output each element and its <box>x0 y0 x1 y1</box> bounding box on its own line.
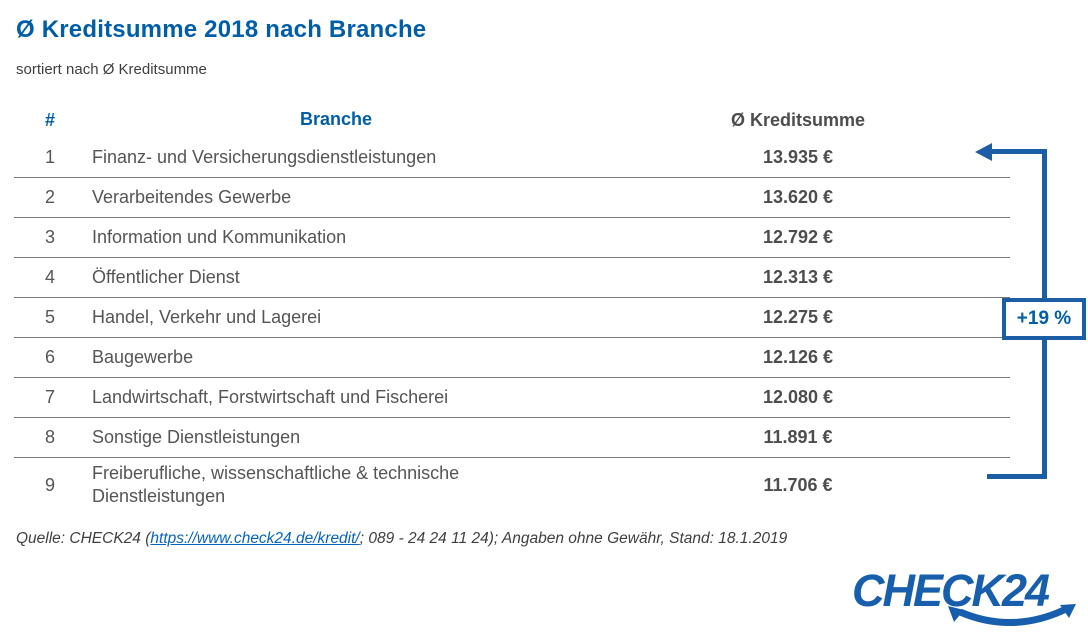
header-amount: Ø Kreditsumme <box>730 109 866 130</box>
row-amount: 12.080 € <box>762 387 834 407</box>
check24-logo-text: CHECK24 <box>852 565 1050 616</box>
page-title: Ø Kreditsumme 2018 nach Branche <box>16 16 427 43</box>
row-rank: 4 <box>44 267 55 287</box>
row-branch: Finanz- und Versicherungsdienstleistunge… <box>92 146 437 167</box>
source-suffix: ; 089 - 24 24 11 24); Angaben ohne Gewäh… <box>359 530 788 547</box>
row-amount: 12.126 € <box>762 347 834 367</box>
table-row: 3 Information und Kommunikation 12.792 € <box>14 218 1010 258</box>
source-prefix: Quelle: CHECK24 ( <box>16 530 151 547</box>
row-amount: 11.706 € <box>763 474 833 495</box>
table-row: 8 Sonstige Dienstleistungen 11.891 € <box>14 418 1010 458</box>
row-rank: 9 <box>44 474 55 495</box>
row-rank: 5 <box>44 307 55 327</box>
table-row: 2 Verarbeitendes Gewerbe 13.620 € <box>14 178 1010 218</box>
row-amount: 11.891 € <box>763 427 833 447</box>
row-amount: 13.620 € <box>762 187 834 207</box>
row-branch: Handel, Verkehr und Lagerei <box>92 306 322 327</box>
table-row: 5 Handel, Verkehr und Lagerei 12.275 € <box>14 298 1010 338</box>
delta-percentage-badge: +19 % <box>1002 298 1086 340</box>
source-line: Quelle: CHECK24 (https://www.check24.de/… <box>16 530 787 548</box>
table-row: 9 Freiberufliche, wissenschaftliche & te… <box>14 458 1010 512</box>
bracket-arrowhead-left-icon <box>975 143 992 161</box>
bracket-arrow-bottom-line <box>987 474 1047 479</box>
row-amount: 12.275 € <box>762 307 834 327</box>
table-row: 4 Öffentlicher Dienst 12.313 € <box>14 258 1010 298</box>
row-rank: 7 <box>44 387 55 407</box>
row-rank: 6 <box>44 347 55 367</box>
row-branch: Information und Kommunikation <box>92 226 347 247</box>
row-branch: Landwirtschaft, Forstwirtschaft und Fisc… <box>92 386 449 407</box>
row-rank: 2 <box>44 187 55 207</box>
row-amount: 12.792 € <box>762 227 834 247</box>
table-row: 7 Landwirtschaft, Forstwirtschaft und Fi… <box>14 378 1010 418</box>
row-rank: 3 <box>44 227 55 247</box>
source-link[interactable]: https://www.check24.de/kredit/ <box>150 530 360 547</box>
header-branch: Branche <box>299 109 373 130</box>
row-rank: 1 <box>44 147 55 167</box>
row-branch: Freiberufliche, wissenschaftliche & tech… <box>92 462 460 506</box>
table-row: 6 Baugewerbe 12.126 € <box>14 338 1010 378</box>
row-amount: 12.313 € <box>762 267 834 287</box>
table-header-row: # Branche Ø Kreditsumme <box>14 102 1010 138</box>
row-branch: Sonstige Dienstleistungen <box>92 426 301 447</box>
table-row: 1 Finanz- und Versicherungsdienstleistun… <box>14 138 1010 178</box>
bracket-arrow-top-line <box>990 149 1047 154</box>
logo-swoosh-arrow-icon <box>948 604 1076 626</box>
row-branch: Baugewerbe <box>92 346 194 367</box>
table-body: 1 Finanz- und Versicherungsdienstleistun… <box>14 138 1010 512</box>
row-branch: Verarbeitendes Gewerbe <box>92 186 292 207</box>
row-branch: Öffentlicher Dienst <box>92 266 240 287</box>
row-rank: 8 <box>44 427 55 447</box>
row-amount: 13.935 € <box>762 147 834 167</box>
header-rank: # <box>44 109 55 130</box>
check24-logo: CHECK24 <box>852 565 1076 628</box>
page-subtitle: sortiert nach Ø Kreditsumme <box>16 61 207 78</box>
credit-sum-table: # Branche Ø Kreditsumme 1 Finanz- und Ve… <box>14 102 1010 512</box>
